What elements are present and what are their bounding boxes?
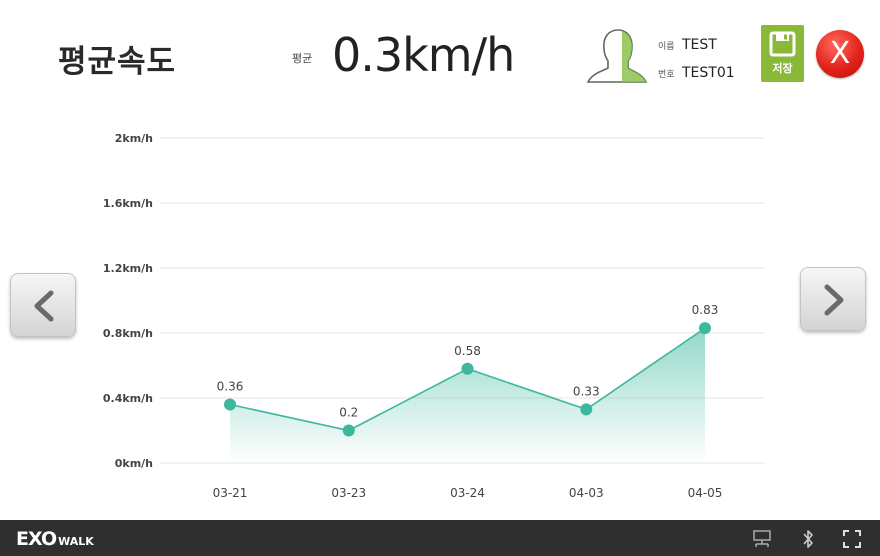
previous-button[interactable]: [10, 273, 76, 337]
data-label: 0.33: [573, 384, 600, 398]
user-id: TEST01: [682, 65, 735, 81]
data-point: [461, 362, 474, 375]
average-label: 평균: [292, 52, 313, 65]
save-button[interactable]: 저장: [761, 25, 804, 82]
brand-sub: WALK: [58, 535, 94, 548]
speed-chart: 0km/h 0.4km/h 0.8km/h 1.2km/h 1.6km/h 2km/h 0…: [103, 132, 765, 500]
y-tick-label: 0.8km/h: [103, 327, 153, 340]
chevron-right-icon: [824, 284, 844, 316]
x-tick-label: 03-21: [213, 486, 248, 500]
x-tick-label: 03-23: [331, 486, 366, 500]
y-tick-label: 1.6km/h: [103, 197, 153, 210]
y-tick-label: 0km/h: [115, 457, 153, 470]
y-tick-label: 2km/h: [115, 132, 153, 145]
x-tick-label: 04-03: [569, 486, 604, 500]
page-title: 평균속도: [58, 44, 177, 80]
fullscreen-icon[interactable]: [842, 529, 862, 549]
data-label: 0.36: [217, 380, 244, 394]
x-tick-label: 03-24: [450, 486, 485, 500]
brand-name: EXO: [16, 528, 57, 550]
floppy-disk-icon: [769, 31, 796, 57]
footer-bar: EXO WALK: [0, 520, 880, 556]
data-label: 0.83: [692, 303, 719, 317]
data-point: [580, 403, 593, 416]
average-speed-value: 0.3km/h: [332, 28, 515, 82]
save-label: 저장: [772, 62, 793, 75]
data-label: 0.58: [454, 344, 481, 358]
x-tick-label: 04-05: [688, 486, 723, 500]
close-icon: X: [829, 36, 851, 71]
close-button[interactable]: X: [816, 30, 864, 78]
id-label: 번호: [658, 70, 675, 80]
y-tick-label: 1.2km/h: [103, 262, 153, 275]
user-name: TEST: [682, 37, 717, 53]
bluetooth-icon[interactable]: [800, 529, 816, 549]
chevron-left-icon: [34, 290, 54, 322]
user-head-icon: [586, 28, 652, 84]
data-point: [224, 398, 236, 411]
name-label: 이름: [658, 42, 675, 52]
header: 평균속도 평균 0.3km/h 이름 TEST 번호 TEST01 저장 X: [0, 0, 880, 110]
next-button[interactable]: [800, 267, 866, 331]
network-icon: [753, 530, 771, 547]
user-info: 이름 TEST 번호 TEST01: [658, 32, 735, 88]
data-point: [699, 322, 711, 335]
data-point: [342, 424, 355, 437]
y-tick-label: 0.4km/h: [103, 392, 153, 405]
data-label: 0.2: [339, 406, 358, 420]
area-fill: [230, 328, 705, 463]
brand-logo: EXO WALK: [16, 528, 94, 550]
